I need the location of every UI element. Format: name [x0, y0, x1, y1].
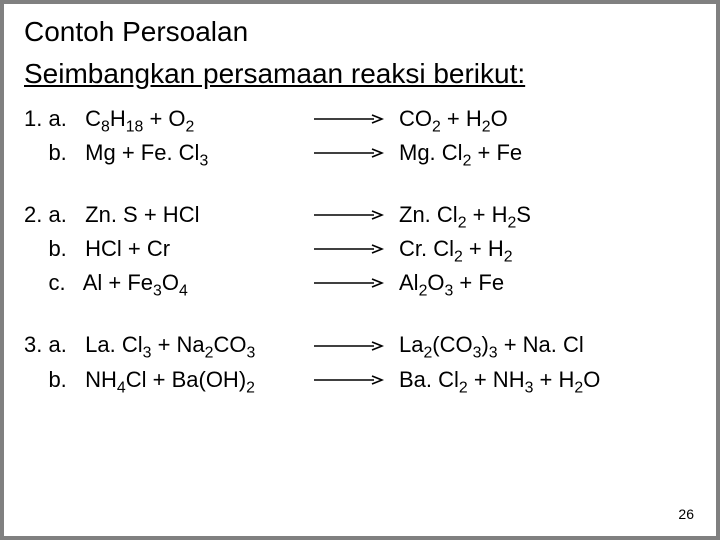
arrow-icon [299, 278, 399, 288]
equation-lhs: 2. a. Zn. S + HCl [24, 198, 299, 232]
slide-frame: Contoh Persoalan Seimbangkan persamaan r… [0, 0, 720, 540]
equation-lhs: c. Al + Fe3O4 [24, 266, 299, 300]
page-number: 26 [678, 506, 694, 522]
arrow-icon [299, 375, 399, 385]
equation-row: b. NH4Cl + Ba(OH)2 Ba. Cl2 + NH3 + H2O [24, 363, 696, 397]
slide-subtitle: Seimbangkan persamaan reaksi berikut: [24, 58, 696, 90]
equation-rhs: Zn. Cl2 + H2S [399, 198, 696, 232]
equation-lhs: 3. a. La. Cl3 + Na2CO3 [24, 328, 299, 362]
equation-lhs: 1. a. C8H18 + O2 [24, 102, 299, 136]
equation-lhs: b. Mg + Fe. Cl3 [24, 136, 299, 170]
equation-row: c. Al + Fe3O4 Al2O3 + Fe [24, 266, 696, 300]
equation-row: b. HCl + Cr Cr. Cl2 + H2 [24, 232, 696, 266]
equation-rhs: Cr. Cl2 + H2 [399, 232, 696, 266]
arrow-icon [299, 341, 399, 351]
equation-rhs: Ba. Cl2 + NH3 + H2O [399, 363, 696, 397]
equation-content: 1. a. C8H18 + O2 CO2 + H2O b. Mg + Fe. Cl… [24, 102, 696, 397]
equation-row: 2. a. Zn. S + HCl Zn. Cl2 + H2S [24, 198, 696, 232]
arrow-icon [299, 114, 399, 124]
equation-rhs: Mg. Cl2 + Fe [399, 136, 696, 170]
slide-title: Contoh Persoalan [24, 16, 696, 48]
equation-rhs: CO2 + H2O [399, 102, 696, 136]
equation-group: 1. a. C8H18 + O2 CO2 + H2O b. Mg + Fe. Cl… [24, 102, 696, 170]
equation-lhs: b. NH4Cl + Ba(OH)2 [24, 363, 299, 397]
arrow-icon [299, 210, 399, 220]
equation-rhs: La2(CO3)3 + Na. Cl [399, 328, 696, 362]
arrow-icon [299, 244, 399, 254]
arrow-icon [299, 148, 399, 158]
equation-lhs: b. HCl + Cr [24, 232, 299, 266]
equation-row: 3. a. La. Cl3 + Na2CO3 La2(CO3)3 + Na. Cl [24, 328, 696, 362]
equation-rhs: Al2O3 + Fe [399, 266, 696, 300]
equation-row: 1. a. C8H18 + O2 CO2 + H2O [24, 102, 696, 136]
equation-row: b. Mg + Fe. Cl3 Mg. Cl2 + Fe [24, 136, 696, 170]
equation-group: 3. a. La. Cl3 + Na2CO3 La2(CO3)3 + Na. Cl… [24, 328, 696, 396]
equation-group: 2. a. Zn. S + HCl Zn. Cl2 + H2S b. HCl +… [24, 198, 696, 300]
